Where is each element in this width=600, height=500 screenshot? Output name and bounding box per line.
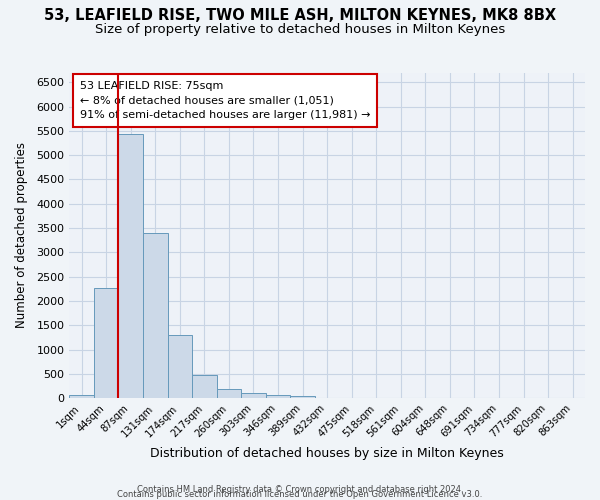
Bar bbox=[192, 375, 217, 398]
Y-axis label: Number of detached properties: Number of detached properties bbox=[15, 142, 28, 328]
Bar bbox=[241, 394, 266, 398]
Text: 53 LEAFIELD RISE: 75sqm
← 8% of detached houses are smaller (1,051)
91% of semi-: 53 LEAFIELD RISE: 75sqm ← 8% of detached… bbox=[80, 80, 370, 120]
Text: Contains public sector information licensed under the Open Government Licence v3: Contains public sector information licen… bbox=[118, 490, 482, 499]
Bar bbox=[70, 394, 94, 398]
Bar bbox=[217, 388, 241, 398]
Bar bbox=[290, 396, 315, 398]
Text: Contains HM Land Registry data © Crown copyright and database right 2024.: Contains HM Land Registry data © Crown c… bbox=[137, 484, 463, 494]
Bar bbox=[94, 288, 118, 398]
Text: 53, LEAFIELD RISE, TWO MILE ASH, MILTON KEYNES, MK8 8BX: 53, LEAFIELD RISE, TWO MILE ASH, MILTON … bbox=[44, 8, 556, 22]
Bar bbox=[167, 335, 192, 398]
Bar bbox=[266, 396, 290, 398]
Text: Size of property relative to detached houses in Milton Keynes: Size of property relative to detached ho… bbox=[95, 22, 505, 36]
X-axis label: Distribution of detached houses by size in Milton Keynes: Distribution of detached houses by size … bbox=[150, 447, 504, 460]
Bar bbox=[143, 234, 167, 398]
Bar bbox=[118, 134, 143, 398]
